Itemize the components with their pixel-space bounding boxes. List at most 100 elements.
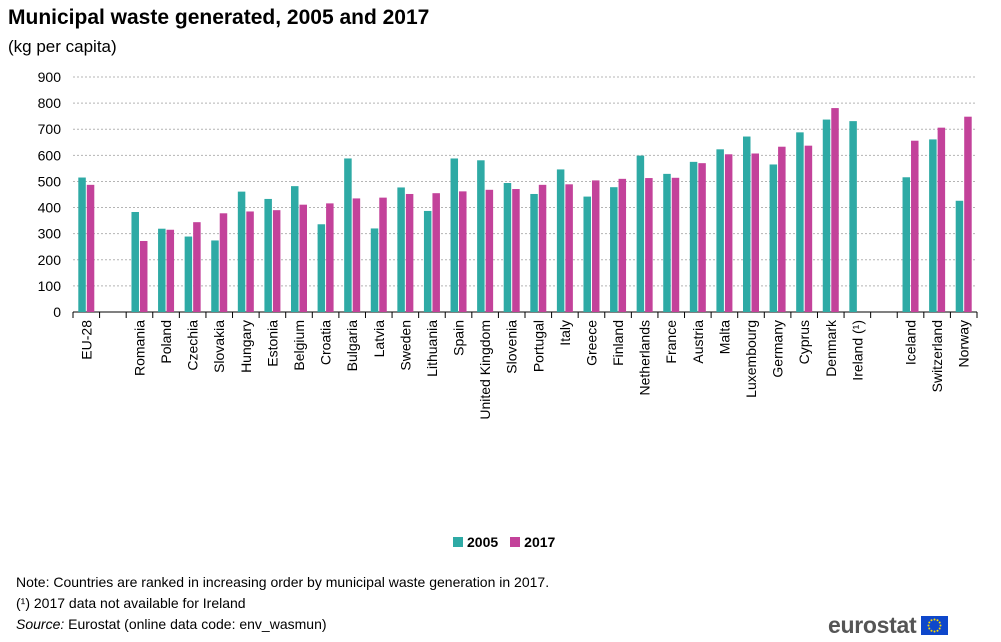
bar-2017 [751, 153, 759, 312]
bar-2005 [78, 177, 86, 312]
bar-2017 [804, 145, 813, 312]
bar-2017 [299, 204, 307, 312]
bar-2017 [86, 184, 95, 312]
bar-2005 [423, 210, 432, 312]
source-label: Source: [16, 616, 65, 632]
bar-2017 [937, 127, 946, 313]
bar-2017 [512, 189, 520, 312]
x-tick-label: Hungary [238, 320, 254, 373]
x-tick-label: EU-28 [78, 320, 94, 360]
bar-2017 [618, 178, 627, 312]
bar-2005 [237, 191, 246, 312]
chart-notes: Note: Countries are ranked in increasing… [16, 572, 549, 635]
eurostat-logo: eurostat [828, 612, 949, 639]
bar-2005 [264, 198, 272, 312]
y-tick-label: 700 [38, 121, 62, 137]
bar-2005 [822, 119, 831, 312]
bar-2005 [397, 187, 405, 312]
legend-label-2017: 2017 [524, 534, 556, 550]
bar-2017 [219, 213, 228, 312]
legend-swatch-2005 [453, 537, 463, 547]
bar-2005 [211, 240, 219, 312]
x-tick-label: Malta [716, 320, 732, 354]
legend-item-2005: 2005 [453, 534, 498, 550]
x-tick-label: Estonia [264, 320, 280, 367]
y-tick-label: 900 [38, 69, 62, 85]
y-tick-label: 0 [53, 304, 61, 320]
x-tick-label: Denmark [823, 319, 839, 377]
bar-2005 [184, 236, 193, 312]
bar-2005 [344, 158, 352, 312]
legend: 2005 2017 [453, 534, 567, 550]
bar-2017 [964, 116, 972, 312]
x-tick-label: Italy [557, 320, 573, 346]
x-tick-label: Czechia [185, 320, 201, 371]
y-tick-label: 600 [38, 147, 62, 163]
bar-2017 [166, 229, 175, 312]
chart-title: Municipal waste generated, 2005 and 2017 [8, 6, 430, 29]
x-tick-label: Austria [690, 320, 706, 364]
legend-label-2005: 2005 [467, 534, 499, 550]
x-tick-label: Portugal [530, 320, 546, 372]
bar-2005 [955, 200, 964, 312]
note-text: Note: Countries are ranked in increasing… [16, 574, 550, 590]
x-tick-label: Slovenia [504, 320, 520, 374]
bar-2005 [743, 136, 751, 312]
x-tick-label: Finland [610, 320, 626, 366]
bar-2005 [663, 173, 671, 312]
x-tick-label: Poland [158, 320, 174, 364]
bar-2005 [503, 183, 512, 312]
x-tick-label: Spain [451, 320, 467, 356]
bar-2017 [538, 184, 547, 312]
source-line: Source: Eurostat (online data code: env_… [16, 614, 549, 635]
bar-2017 [485, 189, 494, 312]
bar-2005 [716, 149, 724, 312]
bar-2017 [565, 184, 573, 312]
bar-2005 [929, 139, 937, 312]
x-tick-label: Switzerland [929, 320, 945, 392]
bar-2017 [591, 180, 600, 312]
x-tick-label: Netherlands [637, 320, 653, 396]
bar-2005 [158, 228, 166, 312]
x-tick-label: Romania [131, 320, 147, 376]
x-tick-label: Belgium [291, 320, 307, 371]
bar-2017 [379, 197, 387, 312]
bar-2017 [645, 178, 653, 312]
legend-item-2017: 2017 [510, 534, 555, 550]
y-tick-label: 500 [38, 173, 62, 189]
bar-2005 [317, 224, 326, 312]
y-tick-label: 800 [38, 95, 62, 111]
bar-2005 [450, 158, 459, 312]
x-tick-label: Slovakia [211, 320, 227, 373]
bar-2005 [796, 132, 804, 312]
y-tick-label: 200 [38, 252, 62, 268]
bar-2005 [370, 228, 379, 312]
bar-2017 [405, 193, 414, 312]
bar-2005 [636, 155, 645, 312]
x-tick-label: Lithuania [424, 320, 440, 377]
bar-2017 [246, 211, 254, 312]
bar-2005 [689, 161, 698, 312]
bar-2017 [272, 210, 281, 312]
bar-2017 [671, 177, 680, 312]
bar-2005 [849, 121, 857, 312]
y-tick-label: 100 [38, 278, 62, 294]
x-tick-label: Bulgaria [344, 320, 360, 372]
bar-2017 [352, 198, 361, 312]
y-tick-label: 300 [38, 226, 62, 242]
x-tick-label: Norway [956, 320, 972, 367]
bar-2005 [291, 186, 299, 312]
source-text: Eurostat (online data code: env_wasmun) [64, 616, 327, 632]
bar-2017 [831, 108, 839, 312]
bar-2017 [432, 193, 440, 312]
x-tick-label: Cyprus [796, 320, 812, 364]
bar-2017 [698, 163, 706, 312]
bar-2005 [583, 196, 591, 312]
x-tick-label: France [663, 320, 679, 364]
x-tick-label: Luxembourg [743, 320, 759, 398]
x-tick-label: United Kingdom [477, 320, 493, 420]
x-tick-label: Iceland [903, 320, 919, 365]
bar-2017 [139, 240, 148, 312]
x-tick-label: Sweden [397, 320, 413, 371]
